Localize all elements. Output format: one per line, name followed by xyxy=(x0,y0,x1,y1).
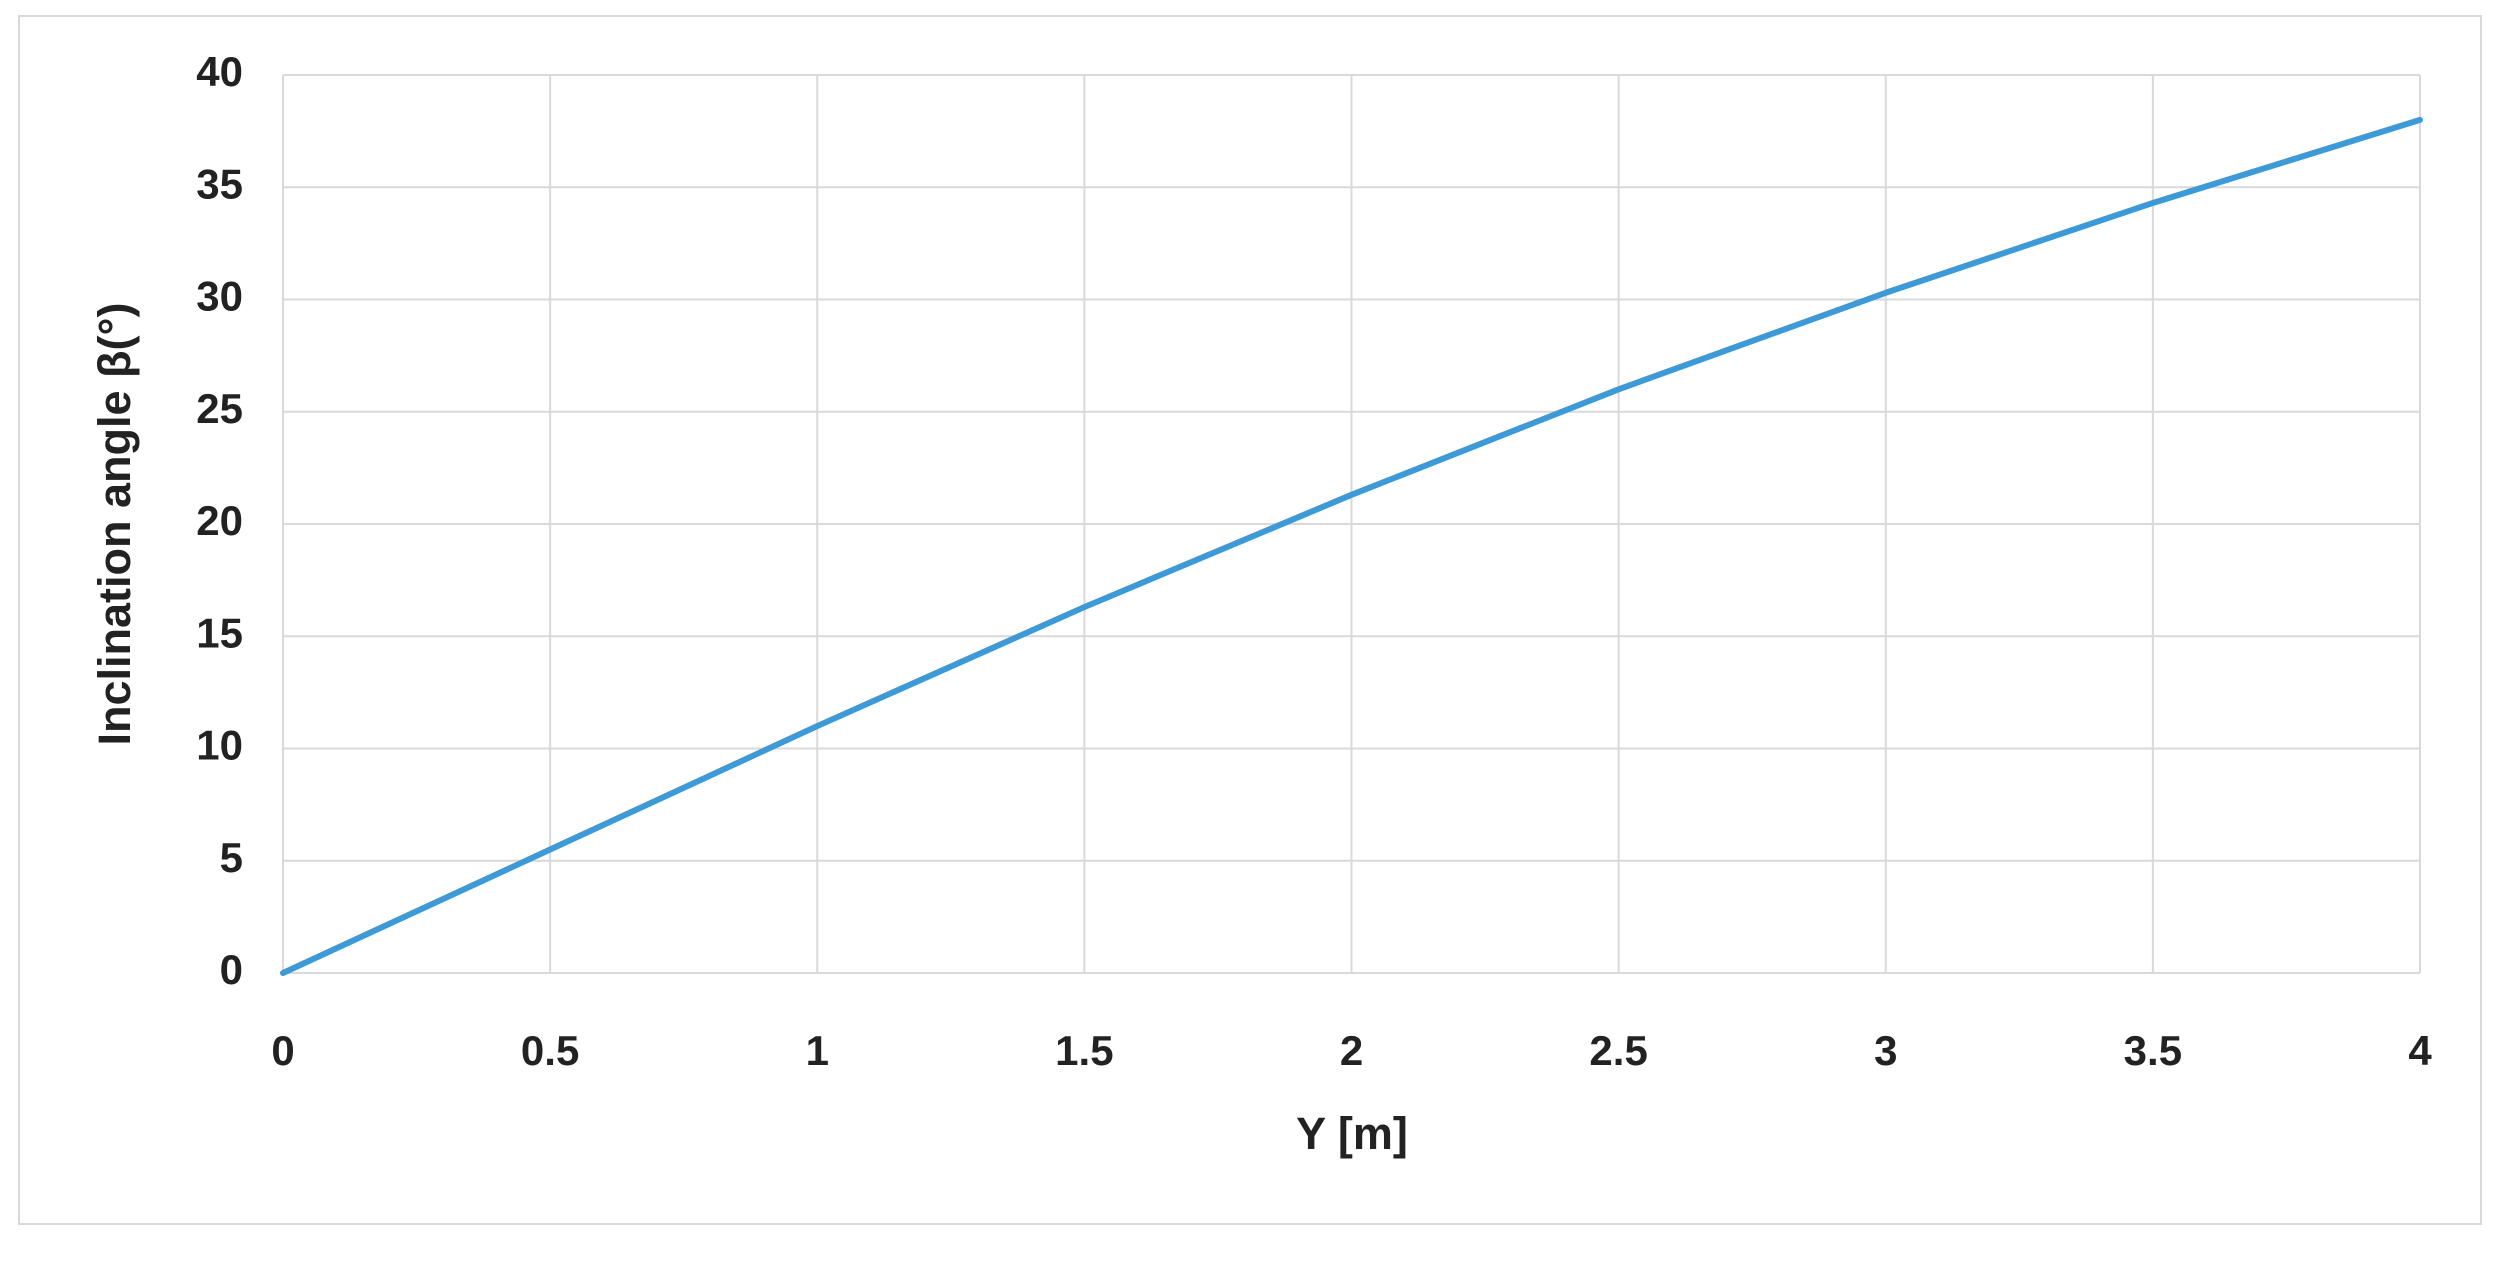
x-tick-label: 0 xyxy=(271,1027,294,1074)
y-tick-label: 20 xyxy=(196,497,243,544)
chart-border xyxy=(18,15,2482,1225)
x-tick-label: 1 xyxy=(806,1027,829,1074)
y-tick-label: 35 xyxy=(196,160,243,207)
y-tick-label: 25 xyxy=(196,385,243,432)
y-axis-title: Inclination angle β(°) xyxy=(89,303,140,746)
y-tick-label: 5 xyxy=(220,834,243,881)
y-tick-label: 40 xyxy=(196,48,243,95)
x-tick-label: 3 xyxy=(1874,1027,1897,1074)
y-tick-label: 10 xyxy=(196,722,243,769)
data-line xyxy=(280,116,2423,976)
x-tick-label: 2 xyxy=(1340,1027,1363,1074)
x-tick-label: 4 xyxy=(2408,1027,2432,1074)
y-tick-label: 15 xyxy=(196,609,243,656)
x-tick-label: 0.5 xyxy=(521,1027,579,1074)
y-tick-label: 30 xyxy=(196,273,243,320)
x-tick-label: 3.5 xyxy=(2124,1027,2182,1074)
x-axis-title: Y [m] xyxy=(1296,1108,1408,1159)
y-tick-label: 0 xyxy=(220,946,243,993)
x-tick-label: 1.5 xyxy=(1055,1027,1113,1074)
x-tick-label: 2.5 xyxy=(1589,1027,1647,1074)
